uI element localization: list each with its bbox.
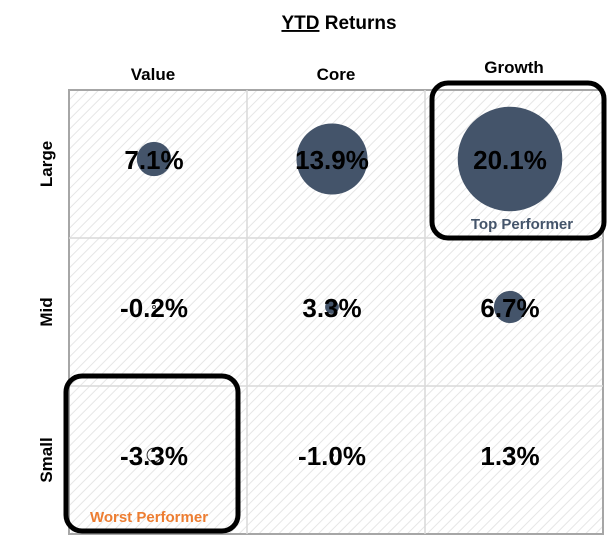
bubble	[493, 290, 527, 324]
highlight-box	[429, 80, 607, 241]
bubble	[457, 106, 563, 212]
highlight-label: Worst Performer	[90, 509, 208, 526]
bubble	[136, 141, 172, 177]
bubble-negative	[146, 447, 162, 463]
value-label: 3.3%	[302, 293, 361, 323]
column-header-value: Value	[131, 65, 175, 84]
bubble	[296, 123, 368, 195]
column-header-growth: Growth	[484, 58, 544, 77]
row-header-large: Large	[37, 141, 56, 187]
value-label: 6.7%	[480, 293, 539, 323]
value-label: -1.0%	[298, 441, 366, 471]
chart-title: YTD Returns	[281, 13, 396, 34]
value-label: 13.9%	[295, 145, 369, 175]
value-label: 1.3%	[480, 441, 539, 471]
highlight-label: Top Performer	[471, 216, 573, 233]
value-label: -3.3%	[120, 441, 188, 471]
value-label: -0.2%	[120, 293, 188, 323]
bubble-negative	[152, 305, 156, 309]
value-label: 7.1%	[124, 145, 183, 175]
highlight-box	[63, 373, 241, 534]
bubble-negative	[330, 453, 334, 457]
row-header-small: Small	[37, 437, 56, 482]
row-header-mid: Mid	[37, 297, 56, 326]
bubble	[508, 453, 512, 457]
column-header-core: Core	[317, 65, 356, 84]
value-label: 20.1%	[473, 145, 547, 175]
bubble	[325, 300, 339, 314]
